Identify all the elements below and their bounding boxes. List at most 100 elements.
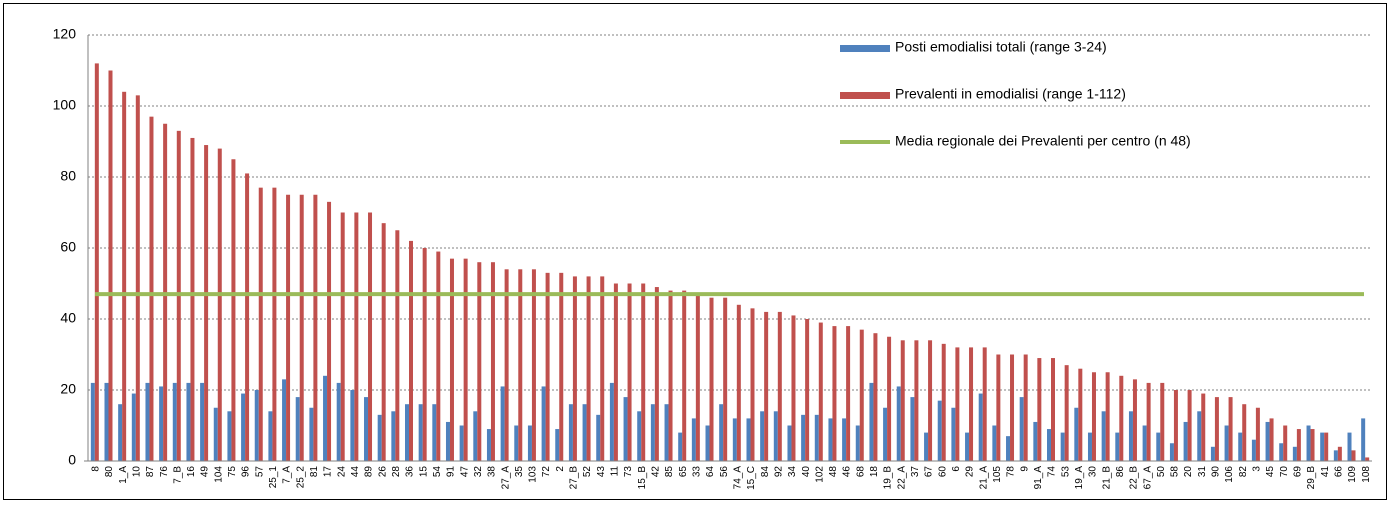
bar <box>572 276 577 461</box>
bar <box>695 294 700 461</box>
bar <box>1010 354 1015 461</box>
legend-label: Posti emodialisi totali (range 3-24) <box>895 39 1107 55</box>
x-tick-label: 65 <box>678 466 689 478</box>
x-tick-label: 68 <box>855 466 866 478</box>
bar <box>295 397 300 461</box>
x-tick-label: 66 <box>1333 466 1344 478</box>
bar <box>254 390 259 461</box>
bar <box>1310 429 1315 461</box>
legend-label: Media regionale dei Prevalenti per centr… <box>895 133 1191 149</box>
bar <box>217 148 222 461</box>
x-tick-label: 15 <box>418 466 429 478</box>
bar <box>805 319 810 461</box>
x-tick-label: 82 <box>1238 466 1249 478</box>
y-tick-label: 120 <box>53 26 77 42</box>
bar <box>1324 432 1329 461</box>
x-tick-label: 49 <box>200 466 211 478</box>
bar <box>364 397 369 461</box>
bar <box>869 382 874 461</box>
bar <box>1105 372 1110 461</box>
bar <box>1228 397 1233 461</box>
x-tick-label: 43 <box>596 466 607 478</box>
x-tick-label: 17 <box>323 466 334 478</box>
bar <box>760 411 765 461</box>
bar <box>846 326 851 461</box>
bar <box>814 414 819 461</box>
bar <box>650 404 655 461</box>
bar <box>350 390 355 461</box>
bar <box>773 411 778 461</box>
bar <box>978 393 983 461</box>
bar <box>1074 407 1079 461</box>
bar <box>818 322 823 461</box>
bar <box>1279 443 1284 461</box>
bar <box>955 347 960 461</box>
x-tick-label: 102 <box>814 466 825 483</box>
bar <box>691 418 696 461</box>
x-tick-label: 89 <box>364 466 375 478</box>
x-tick-label: 22_B <box>1129 466 1140 490</box>
bar <box>1119 375 1124 461</box>
bar <box>1201 393 1206 461</box>
bar <box>1197 411 1202 461</box>
bar <box>1078 368 1083 461</box>
legend-swatch <box>840 92 890 99</box>
bar <box>1023 354 1028 461</box>
x-tick-label: 21_B <box>1101 466 1112 490</box>
x-tick-label: 91 <box>446 466 457 478</box>
y-tick-label: 100 <box>53 97 77 113</box>
x-tick-label: 41 <box>1320 466 1331 478</box>
bar <box>1142 425 1147 461</box>
bar <box>842 418 847 461</box>
x-tick-label: 72 <box>541 466 552 478</box>
x-tick-label: 42 <box>651 466 662 478</box>
bar <box>500 386 505 461</box>
bar <box>272 187 277 461</box>
bar <box>527 425 532 461</box>
bar <box>1060 432 1065 461</box>
bar <box>900 340 905 461</box>
bar <box>855 425 860 461</box>
bar <box>204 145 209 462</box>
x-tick-label: 8 <box>90 466 101 472</box>
x-tick-label: 73 <box>623 466 634 478</box>
bar <box>791 315 796 461</box>
bar <box>1333 450 1338 461</box>
bar <box>736 304 741 461</box>
x-tick-label: 67_A <box>1142 466 1153 490</box>
x-tick-label: 20 <box>1183 466 1194 478</box>
bar <box>764 311 769 461</box>
bar <box>682 290 687 461</box>
x-tick-label: 85 <box>664 466 675 478</box>
bar <box>340 212 345 461</box>
x-tick-label: 52 <box>582 466 593 478</box>
bar <box>982 347 987 461</box>
bar <box>555 429 560 461</box>
bar <box>1251 439 1256 461</box>
bar <box>131 393 136 461</box>
x-tick-label: 81 <box>309 466 320 478</box>
x-tick-label: 44 <box>350 466 361 478</box>
bar <box>327 201 332 461</box>
bar <box>828 418 833 461</box>
bar <box>282 379 287 461</box>
bar <box>1019 397 1024 461</box>
bar <box>924 432 929 461</box>
bar <box>801 414 806 461</box>
x-tick-label: 11 <box>610 466 621 477</box>
y-tick-label: 60 <box>60 239 76 255</box>
x-tick-label: 108 <box>1361 466 1372 483</box>
x-tick-label: 46 <box>842 466 853 478</box>
bar <box>887 336 892 461</box>
bar <box>1047 429 1051 461</box>
bar <box>545 272 550 461</box>
bar <box>354 212 359 461</box>
bar <box>1183 421 1188 461</box>
bar <box>145 382 150 461</box>
bar <box>1242 404 1247 461</box>
bar <box>1347 432 1352 461</box>
x-tick-label: 84 <box>760 466 771 478</box>
x-tick-label: 15_B <box>637 466 648 490</box>
bar <box>951 407 956 461</box>
x-tick-label: 80 <box>104 466 115 478</box>
